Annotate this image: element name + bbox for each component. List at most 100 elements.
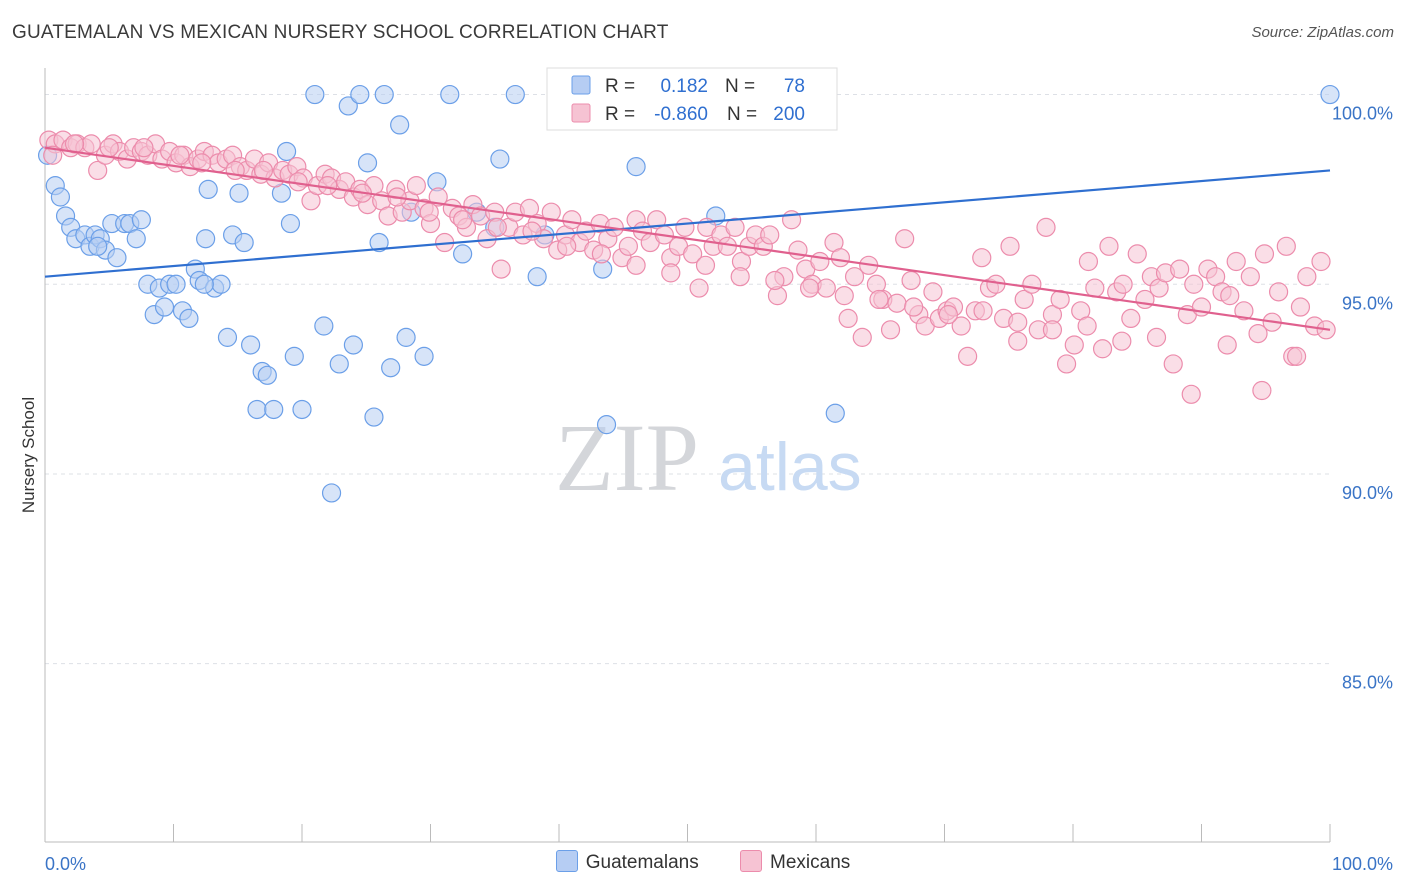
guatemalans-point[interactable]: [1320, 84, 1340, 105]
mexicans-point[interactable]: [491, 259, 511, 279]
mexicans-point[interactable]: [1163, 354, 1183, 374]
guatemalans-point[interactable]: [280, 213, 301, 234]
guatemalans-point[interactable]: [364, 407, 384, 427]
guatemalans-point[interactable]: [305, 84, 325, 105]
guatemalans-point[interactable]: [369, 232, 389, 253]
mexicans-point[interactable]: [1184, 274, 1204, 294]
mexicans-point[interactable]: [1092, 339, 1113, 359]
mexicans-point[interactable]: [1077, 316, 1097, 336]
mexicans-point[interactable]: [43, 145, 63, 165]
mexicans-point[interactable]: [788, 240, 808, 260]
mexicans-point[interactable]: [895, 229, 915, 249]
guatemalans-point[interactable]: [154, 297, 175, 317]
mexicans-point[interactable]: [1085, 278, 1105, 298]
mexicans-point[interactable]: [1112, 331, 1132, 351]
mexicans-point[interactable]: [901, 270, 921, 291]
legend-item-guatemalans[interactable]: Guatemalans: [555, 850, 699, 874]
mexicans-point[interactable]: [591, 244, 612, 264]
guatemalans-point[interactable]: [321, 483, 342, 503]
mexicans-point[interactable]: [626, 255, 646, 275]
guatemalans-point[interactable]: [505, 84, 525, 105]
mexicans-point[interactable]: [1220, 286, 1240, 306]
mexicans-point[interactable]: [134, 138, 154, 158]
mexicans-point[interactable]: [887, 293, 907, 313]
mexicans-point[interactable]: [1078, 251, 1099, 272]
mexicans-point[interactable]: [1014, 289, 1034, 310]
mexicans-point[interactable]: [816, 278, 836, 298]
guatemalans-point[interactable]: [292, 399, 312, 420]
mexicans-point[interactable]: [1286, 346, 1307, 366]
mexicans-point[interactable]: [225, 160, 245, 181]
mexicans-point[interactable]: [951, 316, 971, 336]
mexicans-point[interactable]: [618, 236, 638, 256]
guatemalans-point[interactable]: [357, 153, 378, 173]
mexicans-point[interactable]: [1146, 327, 1167, 347]
mexicans-point[interactable]: [1268, 282, 1289, 302]
guatemalans-point[interactable]: [414, 346, 434, 366]
mexicans-point[interactable]: [799, 278, 820, 298]
guatemalans-point[interactable]: [88, 236, 108, 256]
guatemalans-point[interactable]: [194, 274, 214, 294]
guatemalans-point[interactable]: [264, 399, 284, 420]
guatemalans-point[interactable]: [241, 335, 261, 355]
mexicans-point[interactable]: [428, 187, 448, 207]
guatemalans-point[interactable]: [350, 84, 370, 105]
mexicans-point[interactable]: [1170, 259, 1190, 279]
mexicans-point[interactable]: [1064, 335, 1084, 355]
mexicans-point[interactable]: [730, 267, 750, 287]
guatemalans-point[interactable]: [284, 346, 304, 366]
mexicans-point[interactable]: [192, 153, 212, 173]
mexicans-point[interactable]: [1099, 236, 1119, 256]
mexicans-point[interactable]: [170, 145, 190, 165]
guatemalans-point[interactable]: [247, 399, 267, 420]
mexicans-point[interactable]: [1226, 251, 1246, 272]
guatemalans-point[interactable]: [825, 403, 845, 423]
mexicans-point[interactable]: [1036, 217, 1056, 237]
mexicans-point[interactable]: [647, 210, 667, 230]
mexicans-point[interactable]: [760, 225, 780, 245]
guatemalans-point[interactable]: [217, 327, 238, 347]
mexicans-point[interactable]: [958, 346, 978, 366]
mexicans-point[interactable]: [810, 251, 830, 272]
mexicans-point[interactable]: [838, 308, 858, 329]
mexicans-point[interactable]: [844, 267, 865, 287]
guatemalans-point[interactable]: [229, 183, 249, 203]
mexicans-point[interactable]: [1311, 251, 1331, 272]
mexicans-point[interactable]: [972, 248, 992, 268]
mexicans-point[interactable]: [557, 236, 577, 256]
mexicans-point[interactable]: [725, 217, 745, 237]
mexicans-point[interactable]: [880, 320, 901, 340]
guatemalans-point[interactable]: [329, 354, 349, 374]
mexicans-point[interactable]: [99, 138, 119, 158]
guatemalans-point[interactable]: [396, 327, 416, 347]
mexicans-point[interactable]: [1042, 320, 1063, 340]
mexicans-point[interactable]: [562, 210, 582, 230]
mexicans-point[interactable]: [453, 210, 473, 230]
mexicans-point[interactable]: [661, 263, 681, 283]
mexicans-point[interactable]: [1127, 244, 1147, 264]
guatemalans-point[interactable]: [596, 415, 617, 435]
mexicans-point[interactable]: [834, 286, 854, 306]
mexicans-point[interactable]: [1217, 335, 1237, 355]
mexicans-point[interactable]: [1022, 274, 1042, 294]
mexicans-point[interactable]: [973, 301, 993, 321]
guatemalans-point[interactable]: [276, 141, 297, 162]
mexicans-point[interactable]: [487, 217, 507, 237]
mexicans-point[interactable]: [1113, 274, 1133, 294]
mexicans-point[interactable]: [419, 202, 439, 222]
guatemalans-point[interactable]: [343, 335, 363, 355]
guatemalans-point[interactable]: [453, 244, 473, 264]
mexicans-point[interactable]: [869, 289, 889, 310]
mexicans-point[interactable]: [1000, 236, 1020, 256]
mexicans-point[interactable]: [1290, 297, 1311, 317]
mexicans-point[interactable]: [689, 278, 709, 298]
mexicans-point[interactable]: [765, 270, 785, 291]
mexicans-point[interactable]: [695, 255, 716, 275]
guatemalans-point[interactable]: [107, 248, 127, 268]
guatemalans-point[interactable]: [211, 274, 231, 294]
mexicans-point[interactable]: [683, 244, 703, 264]
mexicans-point[interactable]: [938, 305, 958, 325]
guatemalans-point[interactable]: [338, 96, 358, 116]
guatemalans-point[interactable]: [626, 157, 646, 177]
mexicans-point[interactable]: [1297, 267, 1317, 287]
